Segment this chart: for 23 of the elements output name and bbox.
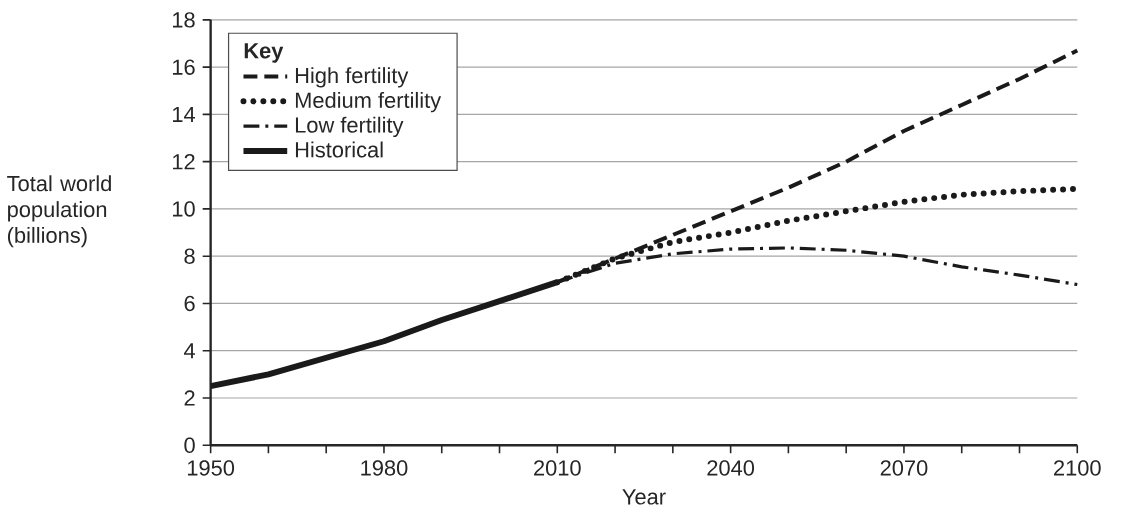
y-tick-label: 8 xyxy=(184,248,195,265)
x-axis-title: Year xyxy=(622,489,666,505)
x-tick-label: 2010 xyxy=(534,460,581,476)
y-tick-label: 4 xyxy=(184,343,196,359)
x-tick-label: 2040 xyxy=(707,460,755,476)
y-tick-label: 14 xyxy=(173,107,196,123)
x-tick-label: 1980 xyxy=(361,460,408,476)
y-tick-label: 2 xyxy=(184,390,195,406)
y-axis-title: Total world population (billions) xyxy=(7,175,111,248)
y-tick-label: 10 xyxy=(173,201,195,217)
legend-label: Low fertility xyxy=(295,116,404,138)
legend-label: Historical xyxy=(295,141,383,158)
y-tick-label: 0 xyxy=(184,437,195,454)
y-tick-label: 18 xyxy=(173,12,195,28)
x-tick-label: 2070 xyxy=(880,460,928,476)
x-tick-label: 1950 xyxy=(187,460,235,476)
y-tick-label: 16 xyxy=(173,59,195,76)
legend-label: High fertility xyxy=(295,67,409,88)
y-tick-label: 6 xyxy=(184,295,195,312)
legend-title: Key xyxy=(244,43,284,63)
x-tick-label: 2100 xyxy=(1054,460,1101,476)
y-tick-label: 12 xyxy=(173,154,195,170)
legend-label: Medium fertility xyxy=(295,92,442,113)
